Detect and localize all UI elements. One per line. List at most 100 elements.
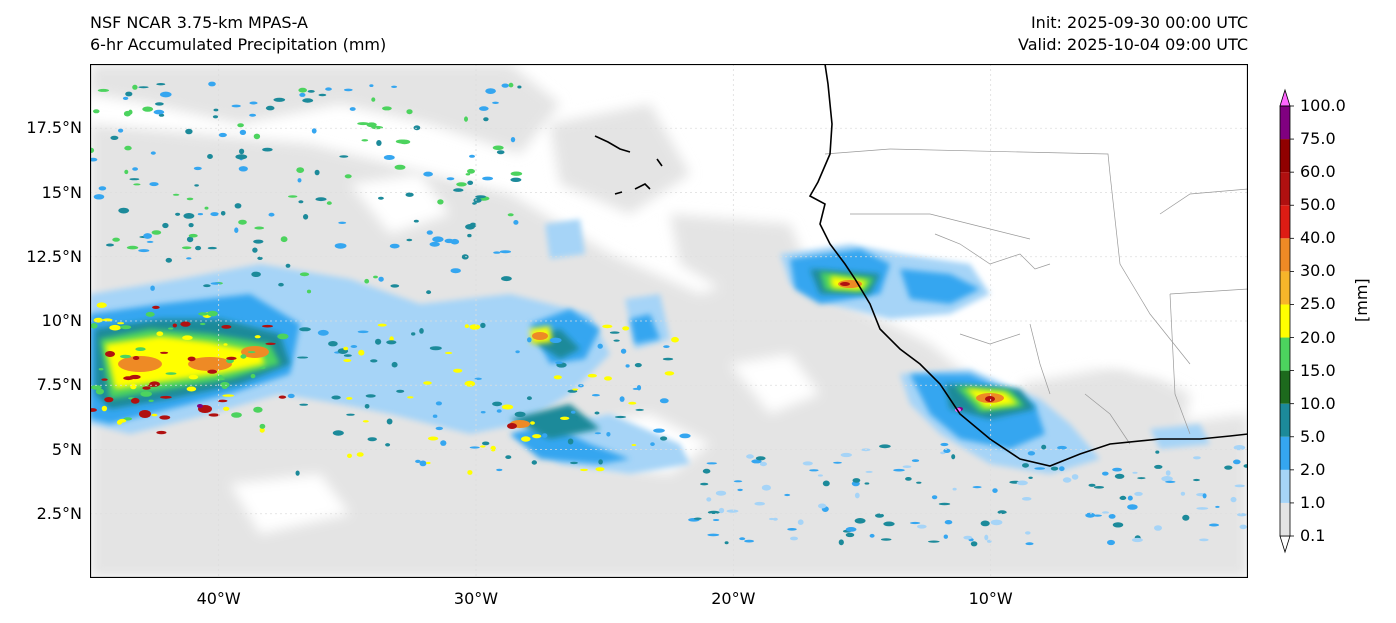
precip-cell — [944, 520, 953, 525]
precip-cell — [555, 361, 563, 365]
precip-cell — [501, 404, 514, 410]
precip-cell — [132, 167, 138, 171]
precip-cell — [188, 233, 198, 238]
precip-cell — [435, 426, 443, 431]
precip-cell — [845, 527, 857, 532]
precip-cell — [726, 509, 739, 513]
precip-cell — [254, 226, 265, 230]
precip-cell — [344, 174, 352, 179]
precip-cell — [268, 212, 275, 217]
precip-cell — [331, 395, 341, 400]
precip-cell — [865, 470, 873, 473]
y-tick-label: 5°N — [51, 439, 82, 459]
precip-cell — [124, 169, 129, 175]
precip-cell — [631, 444, 637, 446]
precip-cell — [391, 361, 398, 368]
precip-cell — [755, 456, 766, 461]
precip-cell — [1199, 538, 1209, 542]
precip-cell — [619, 396, 625, 402]
precip-cell — [809, 469, 819, 472]
precip-cell — [411, 332, 416, 336]
precip-cell — [916, 481, 922, 484]
precip-cell — [902, 465, 912, 469]
precip-cell — [864, 482, 870, 485]
precip-cell — [1041, 444, 1047, 450]
precip-cell — [444, 238, 454, 244]
colorbar-level-label: 30.0 — [1300, 261, 1336, 281]
precip-cell — [90, 385, 102, 390]
precip-cell — [1119, 496, 1127, 500]
precip-cell — [146, 240, 154, 243]
precip-cell — [1102, 511, 1109, 514]
precip-cell — [456, 182, 467, 187]
precip-cell — [118, 207, 130, 214]
precip-cell — [237, 123, 244, 128]
precip-cell — [375, 338, 382, 345]
precip-cell — [207, 246, 217, 250]
precip-cell — [1093, 486, 1105, 489]
precip-cell — [376, 140, 382, 146]
precip-cell — [1154, 464, 1163, 469]
precip-cell — [1028, 476, 1033, 479]
precip-cell — [1132, 471, 1138, 474]
precip-cell — [120, 354, 131, 359]
precip-cell — [1114, 473, 1125, 479]
precip-cell — [378, 276, 384, 282]
precip-cell — [700, 482, 709, 486]
precip-cell — [346, 397, 353, 400]
precip-cell — [706, 462, 718, 465]
precip-cell — [1233, 445, 1246, 451]
precip-cell — [970, 541, 978, 547]
precip-cell — [1233, 459, 1241, 465]
precip-cell — [802, 461, 813, 466]
precip-cell — [162, 222, 169, 229]
precip-cell — [120, 325, 132, 330]
colorbar-outline — [1279, 105, 1291, 537]
precip-cell — [712, 519, 720, 521]
precip-cell — [168, 327, 174, 330]
precip-cell — [220, 211, 226, 216]
precip-cell — [315, 197, 327, 202]
precip-cell — [578, 384, 584, 388]
precip-cell — [1202, 493, 1207, 499]
precip-cell — [389, 336, 394, 342]
precip-cell — [1108, 514, 1116, 519]
precip-cell — [278, 395, 287, 399]
precip-cell — [1161, 476, 1173, 482]
precip-cell — [343, 346, 349, 351]
precip-cell — [214, 378, 225, 381]
precip-cell — [790, 536, 798, 541]
precip-cell — [160, 351, 169, 354]
precip-cell — [570, 410, 576, 414]
precip-cell — [426, 461, 431, 465]
x-tick-label: 20°W — [711, 589, 756, 608]
precip-cell — [306, 289, 312, 294]
precip-cell — [98, 186, 107, 191]
precip-cell — [195, 245, 202, 251]
precip-cell — [490, 445, 496, 452]
precip-cell — [664, 371, 675, 376]
precip-cell — [326, 201, 332, 205]
precip-cell — [213, 108, 219, 112]
colorbar-swatch — [1280, 370, 1290, 404]
precip-cell — [840, 452, 852, 458]
precip-cell — [165, 257, 172, 263]
precip-cell — [553, 375, 562, 380]
precip-cell — [787, 528, 797, 531]
precip-cell — [432, 414, 438, 418]
precip-cell — [298, 87, 307, 93]
precip-cell — [423, 171, 433, 177]
precip-cell — [1134, 491, 1143, 496]
precip-cell — [493, 251, 501, 254]
precip-cell — [296, 167, 305, 173]
precip-cell — [479, 106, 489, 111]
precip-cell — [609, 331, 620, 334]
colorbar-level-label: 10.0 — [1300, 393, 1336, 413]
precip-cell — [364, 278, 370, 284]
precip-cell — [90, 323, 98, 329]
precip-cell — [405, 192, 414, 197]
y-tick-label: 12.5°N — [26, 246, 82, 266]
precip-cell — [297, 356, 309, 359]
coastline — [594, 64, 1248, 467]
colorbar-level-label: 60.0 — [1300, 162, 1336, 182]
